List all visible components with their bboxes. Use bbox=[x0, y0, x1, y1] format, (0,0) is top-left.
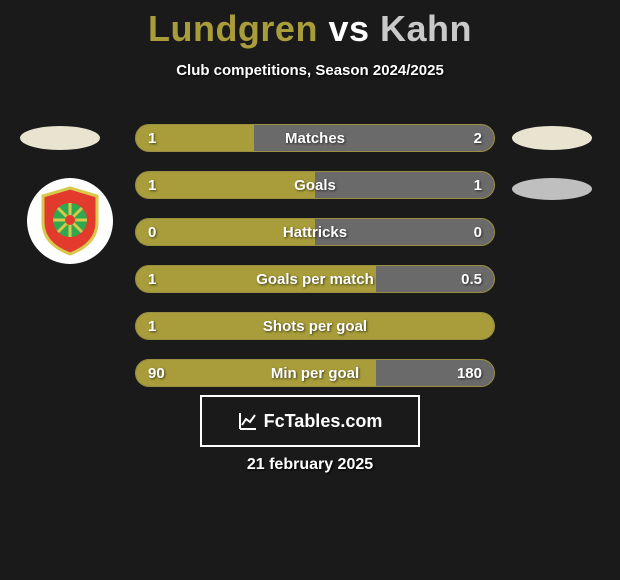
title-vs: vs bbox=[328, 8, 369, 49]
stat-label: Matches bbox=[136, 125, 494, 151]
chart-icon bbox=[238, 411, 258, 431]
title-player1: Lundgren bbox=[148, 8, 318, 49]
stat-row: 11Goals bbox=[135, 171, 495, 199]
title-player2: Kahn bbox=[380, 8, 472, 49]
crest-dot bbox=[65, 215, 75, 225]
brand-text: FcTables.com bbox=[264, 411, 383, 432]
badge-top-right bbox=[512, 126, 592, 150]
stat-label: Goals bbox=[136, 172, 494, 198]
stat-label: Min per goal bbox=[136, 360, 494, 386]
shield-icon bbox=[39, 186, 101, 256]
page-title: Lundgren vs Kahn bbox=[0, 0, 620, 50]
stat-label: Hattricks bbox=[136, 219, 494, 245]
stat-label: Shots per goal bbox=[136, 313, 494, 339]
stat-row: 10.5Goals per match bbox=[135, 265, 495, 293]
brand-box[interactable]: FcTables.com bbox=[200, 395, 420, 447]
stat-label: Goals per match bbox=[136, 266, 494, 292]
subtitle: Club competitions, Season 2024/2025 bbox=[0, 62, 620, 79]
stat-row: 1Shots per goal bbox=[135, 312, 495, 340]
date-text: 21 february 2025 bbox=[0, 456, 620, 474]
stat-row: 00Hattricks bbox=[135, 218, 495, 246]
badge-mid-right bbox=[512, 178, 592, 200]
stat-row: 12Matches bbox=[135, 124, 495, 152]
badge-top-left bbox=[20, 126, 100, 150]
stat-row: 90180Min per goal bbox=[135, 359, 495, 387]
club-crest bbox=[27, 178, 113, 264]
comparison-bars: 12Matches 11Goals 00Hattricks 10.5Goals per… bbox=[135, 124, 495, 406]
